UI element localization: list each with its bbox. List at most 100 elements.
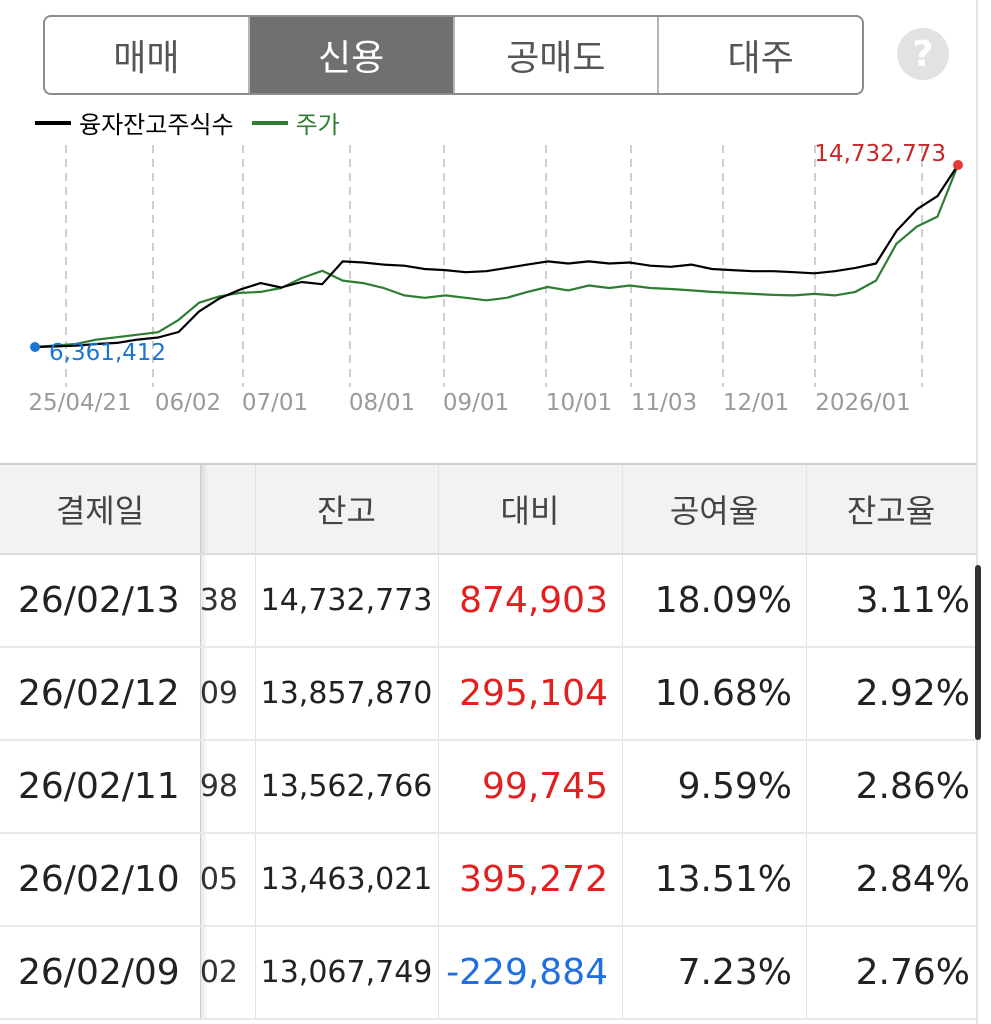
table-header: 결제일 잔고 대비 공여율 잔고율 [0, 463, 976, 555]
cell-divider [806, 834, 807, 925]
table-row[interactable]: 26/02/11 98 13,562,766 99,745 9.59% 2.86… [0, 741, 976, 834]
credit-balance-chart: 25/04/21 06/02 07/01 08/01 09/01 10/01 11/03 12… [28, 141, 963, 416]
x-tick-label: 09/01 [443, 390, 509, 416]
header-change[interactable]: 대비 [500, 492, 560, 530]
cell-balance: 14,732,773 [260, 583, 433, 618]
cell-divider [622, 927, 623, 1018]
cell-divider [622, 741, 623, 832]
cell-change: 99,745 [482, 766, 608, 807]
cell-divider [255, 927, 256, 1018]
cell-divider [255, 834, 256, 925]
cell-change: -229,884 [446, 952, 608, 993]
cell-balance: 13,463,021 [260, 862, 433, 897]
frozen-column-shadow [200, 648, 208, 739]
legend-label-price: 주가 [295, 111, 340, 139]
table-row[interactable]: 26/02/10 05 13,463,021 395,272 13.51% 2.… [0, 834, 976, 927]
vertical-scrollbar[interactable] [975, 565, 981, 740]
header-divider [806, 465, 807, 553]
cell-balance-rate: 2.86% [855, 766, 970, 807]
cell-divider [255, 741, 256, 832]
cell-change: 295,104 [459, 673, 608, 714]
header-date[interactable]: 결제일 [55, 492, 145, 530]
cell-balance-rate: 2.92% [855, 673, 970, 714]
cell-balance: 13,067,749 [260, 955, 433, 990]
cell-divider [200, 741, 201, 832]
x-tick-label: 06/02 [155, 390, 221, 416]
page-right-border [976, 0, 978, 1024]
cell-divider [806, 648, 807, 739]
cell-date: 26/02/13 [18, 580, 180, 621]
cell-clipped-column: 09 [200, 676, 238, 711]
tab-short-selling[interactable]: 공매도 [455, 17, 660, 93]
legend-swatch-green [251, 120, 288, 125]
tab-trade[interactable]: 매매 [45, 17, 250, 93]
tab-stock-lending[interactable]: 대주 [727, 38, 794, 79]
header-divider [255, 465, 256, 553]
cell-divider [806, 555, 807, 646]
cell-clipped-column: 05 [200, 862, 238, 897]
cell-balance: 13,857,870 [260, 676, 433, 711]
frozen-column-shadow [200, 927, 208, 1018]
cell-divider [622, 555, 623, 646]
cell-divider [438, 648, 439, 739]
cell-divider [255, 555, 256, 646]
cell-divider [200, 648, 201, 739]
cell-credit-rate: 9.59% [677, 766, 792, 807]
legend-item-loan-balance: 융자잔고주식수 [35, 105, 234, 140]
legend-swatch-black [35, 120, 71, 125]
table-row[interactable]: 26/02/12 09 13,857,870 295,104 10.68% 2.… [0, 648, 976, 741]
frozen-column-shadow [200, 741, 208, 832]
cell-clipped-column: 02 [200, 955, 238, 990]
cell-date: 26/02/10 [18, 859, 180, 900]
header-divider [438, 465, 439, 553]
x-tick-label: 10/01 [546, 390, 612, 416]
price-line [34, 164, 960, 349]
cell-clipped-column: 98 [200, 769, 238, 804]
cell-credit-rate: 7.23% [677, 952, 792, 993]
frozen-column-shadow [200, 834, 208, 925]
frozen-column-shadow [200, 555, 208, 646]
cell-divider [622, 648, 623, 739]
cell-divider [806, 741, 807, 832]
cell-clipped-column: 38 [200, 583, 238, 618]
cell-divider [255, 648, 256, 739]
cell-divider [438, 555, 439, 646]
table-row[interactable]: 26/02/13 38 14,732,773 874,903 18.09% 3.… [0, 555, 976, 648]
header-balance[interactable]: 잔고 [317, 492, 376, 530]
cell-change: 874,903 [459, 580, 608, 621]
header-divider [622, 465, 623, 553]
end-value-label: 14,732,773 [814, 141, 946, 167]
x-tick-label: 2026/01 [815, 390, 911, 416]
end-point-marker [953, 160, 963, 170]
chart-legend: 융자잔고주식수 주가 [35, 105, 358, 140]
cell-change: 395,272 [459, 859, 608, 900]
start-value-label: 6,361,412 [49, 340, 166, 366]
cell-divider [438, 927, 439, 1018]
credit-table: 결제일 잔고 대비 공여율 잔고율 26/02/13 38 14,732,773… [0, 463, 976, 1020]
header-divider [200, 465, 201, 553]
header-balance-rate[interactable]: 잔고율 [846, 492, 936, 530]
cell-divider [438, 834, 439, 925]
cell-credit-rate: 13.51% [654, 859, 792, 900]
x-tick-label: 11/03 [631, 390, 697, 416]
help-icon[interactable]: ? [897, 28, 949, 80]
cell-date: 26/02/12 [18, 673, 180, 714]
table-row[interactable]: 26/02/09 02 13,067,749 -229,884 7.23% 2.… [0, 927, 976, 1020]
cell-date: 26/02/09 [18, 952, 180, 993]
x-tick-label: 07/01 [242, 390, 308, 416]
table-body: 26/02/13 38 14,732,773 874,903 18.09% 3.… [0, 555, 976, 1020]
cell-balance-rate: 2.76% [855, 952, 970, 993]
cell-divider [622, 834, 623, 925]
cell-credit-rate: 10.68% [654, 673, 792, 714]
x-tick-label: 25/04/21 [28, 390, 131, 416]
cell-divider [200, 927, 201, 1018]
tab-credit[interactable]: 신용 [249, 17, 455, 93]
frozen-column-shadow [200, 465, 208, 553]
start-point-marker [30, 342, 40, 352]
loan-balance-line [34, 164, 959, 349]
cell-balance: 13,562,766 [260, 769, 433, 804]
x-tick-label: 12/01 [723, 390, 789, 416]
legend-item-price: 주가 [251, 105, 340, 140]
header-credit-rate[interactable]: 공여율 [669, 492, 759, 530]
cell-divider [200, 555, 201, 646]
